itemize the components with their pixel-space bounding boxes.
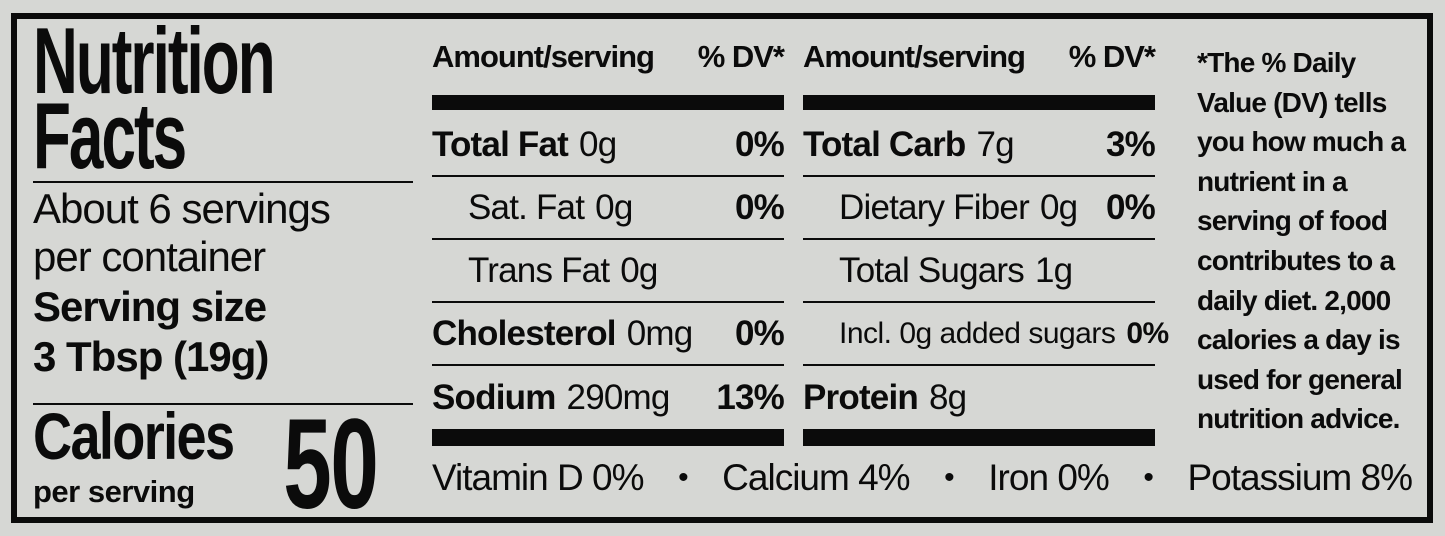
percent-dv-header: % DV* bbox=[697, 39, 785, 74]
nutrient-row-total-sugars: Total Sugars 1g bbox=[803, 240, 1155, 303]
nutrient-column-fat: Amount/serving % DV* Total Fat 0g 0% Sat… bbox=[432, 19, 785, 446]
nutrient-dv: 0% bbox=[1126, 316, 1169, 350]
nutrient-name: Incl. 0g added sugars bbox=[839, 316, 1116, 350]
calories-sublabel: per serving bbox=[33, 474, 195, 509]
serving-info-section: Nutrition Facts About 6 servings per con… bbox=[33, 8, 413, 529]
bullet-separator-icon: • bbox=[1143, 461, 1153, 494]
thick-bar bbox=[432, 95, 784, 110]
thick-bar bbox=[432, 429, 784, 446]
micronutrient-calcium: Calcium 4% bbox=[722, 457, 910, 498]
nutrient-column-carb: Amount/serving % DV* Total Carb 7g 3% Di… bbox=[803, 19, 1169, 446]
nutrient-row-cholesterol: Cholesterol 0mg 0% bbox=[432, 303, 785, 366]
thick-bar bbox=[803, 429, 1155, 446]
serving-size-label: Serving size bbox=[33, 283, 267, 330]
nutrient-dv: 0% bbox=[1106, 187, 1156, 227]
nutrient-dv: 0% bbox=[735, 124, 785, 164]
micronutrient-vitamin-d: Vitamin D 0% bbox=[432, 457, 644, 498]
nutrient-rows: Total Fat 0g 0% Sat. Fat 0g 0% Trans Fat… bbox=[432, 114, 785, 429]
micronutrients-row: Vitamin D 0% • Calcium 4% • Iron 0% • Po… bbox=[432, 457, 1413, 499]
nutrient-name: Protein bbox=[803, 377, 919, 417]
thick-bar bbox=[803, 95, 1155, 110]
calories-label: Calories bbox=[33, 399, 235, 473]
servings-per-container: About 6 servings per container bbox=[33, 185, 331, 280]
column-header: Amount/serving % DV* bbox=[803, 19, 1156, 74]
nutrient-amount: 0mg bbox=[626, 313, 693, 353]
nutrient-row-total-fat: Total Fat 0g 0% bbox=[432, 114, 785, 177]
nutrient-name: Total Fat bbox=[432, 124, 569, 164]
nutrient-amount: 0g bbox=[620, 250, 658, 290]
calories-value: 50 bbox=[282, 393, 378, 536]
nutrition-facts-label: Nutrition Facts About 6 servings per con… bbox=[11, 8, 1433, 529]
nutrient-row-sat-fat: Sat. Fat 0g 0% bbox=[432, 177, 785, 240]
nutrient-row-total-carb: Total Carb 7g 3% bbox=[803, 114, 1156, 177]
nutrient-row-added-sugars: Incl. 0g added sugars 0% bbox=[803, 303, 1169, 366]
bullet-separator-icon: • bbox=[944, 461, 954, 494]
nutrient-name: Total Carb bbox=[803, 124, 966, 164]
serving-size-value: 3 Tbsp (19g) bbox=[33, 333, 269, 380]
bullet-separator-icon: • bbox=[678, 461, 688, 494]
nutrient-row-protein: Protein 8g bbox=[803, 366, 1155, 429]
nutrient-dv: 0% bbox=[735, 313, 785, 353]
daily-value-footnote: *The % Daily Value (DV) tells you how mu… bbox=[1197, 47, 1406, 435]
nutrient-row-dietary-fiber: Dietary Fiber 0g 0% bbox=[803, 177, 1156, 240]
label-title: Nutrition Facts bbox=[33, 8, 276, 188]
nutrient-name: Sat. Fat bbox=[468, 187, 585, 227]
nutrient-dv: 13% bbox=[716, 377, 784, 417]
nutrient-name: Trans Fat bbox=[468, 250, 610, 290]
nutrient-name: Dietary Fiber bbox=[839, 187, 1030, 227]
divider bbox=[33, 403, 413, 405]
nutrient-amount: 0g bbox=[579, 124, 617, 164]
nutrient-name: Cholesterol bbox=[432, 313, 617, 353]
nutrient-amount: 1g bbox=[1034, 250, 1073, 290]
column-header: Amount/serving % DV* bbox=[432, 19, 785, 74]
micronutrient-iron: Iron 0% bbox=[988, 457, 1110, 498]
nutrient-row-trans-fat: Trans Fat 0g bbox=[432, 240, 784, 303]
nutrient-amount: 290mg bbox=[566, 377, 671, 417]
amount-per-serving-header: Amount/serving bbox=[432, 39, 655, 74]
nutrient-rows: Total Carb 7g 3% Dietary Fiber 0g 0% Tot… bbox=[803, 114, 1169, 429]
calories-block: Calories per serving 50 bbox=[33, 399, 378, 529]
nutrient-amount: 7g bbox=[976, 124, 1014, 164]
nutrient-amount: 0g bbox=[1039, 187, 1078, 227]
percent-dv-header: % DV* bbox=[1068, 39, 1156, 74]
nutrient-name: Sodium bbox=[432, 377, 556, 417]
micronutrient-potassium: Potassium 8% bbox=[1187, 457, 1413, 498]
serving-size-block: Serving size 3 Tbsp (19g) bbox=[33, 282, 269, 382]
nutrient-name: Total Sugars bbox=[839, 250, 1025, 290]
amount-per-serving-header: Amount/serving bbox=[803, 39, 1026, 74]
nutrient-amount: 8g bbox=[928, 377, 967, 417]
nutrient-row-sodium: Sodium 290mg 13% bbox=[432, 366, 785, 429]
divider bbox=[33, 181, 413, 183]
nutrient-amount: 0g bbox=[595, 187, 633, 227]
nutrient-dv: 0% bbox=[735, 187, 785, 227]
nutrient-dv: 3% bbox=[1106, 124, 1156, 164]
